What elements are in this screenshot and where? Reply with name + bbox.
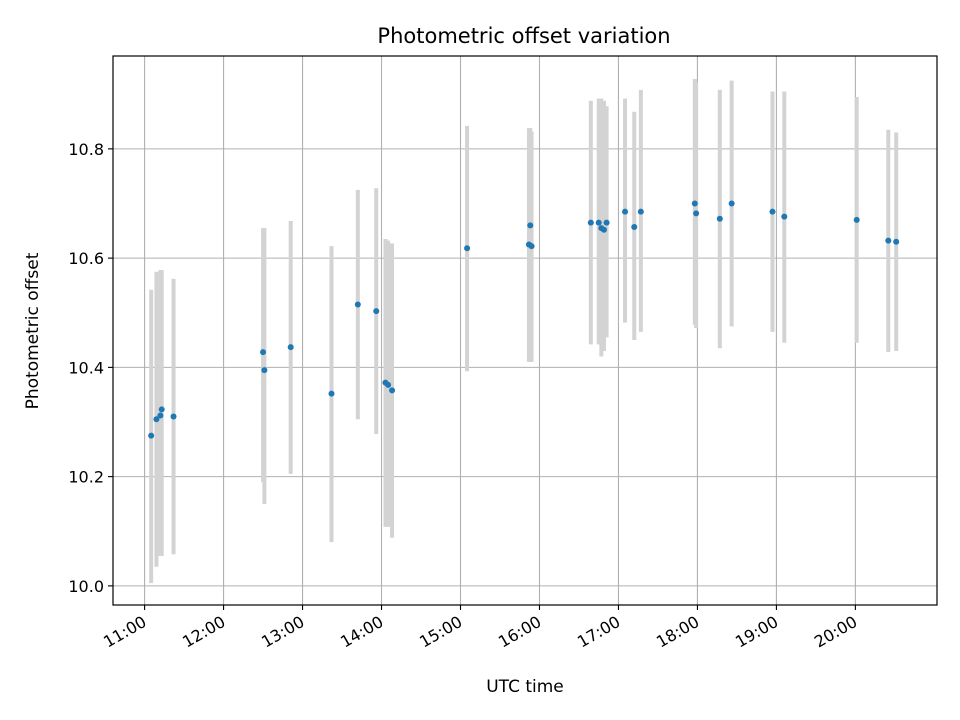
data-point bbox=[637, 208, 644, 215]
y-tick-label: 10.8 bbox=[68, 140, 104, 159]
data-point bbox=[260, 349, 267, 356]
data-point bbox=[153, 416, 160, 423]
data-point bbox=[157, 412, 164, 419]
data-point bbox=[261, 367, 268, 374]
data-point bbox=[354, 301, 361, 308]
data-point bbox=[885, 237, 892, 244]
y-axis-ticks: 10.0 10.2 10.4 10.6 10.8 bbox=[68, 140, 113, 596]
data-point bbox=[373, 308, 380, 315]
x-tick-label: 13:00 bbox=[258, 612, 307, 652]
data-point bbox=[631, 223, 638, 230]
x-tick-label: 19:00 bbox=[732, 612, 781, 652]
data-point bbox=[527, 222, 534, 229]
data-point bbox=[691, 200, 698, 207]
plot-frame bbox=[112, 55, 938, 606]
y-axis-label: Photometric offset bbox=[23, 252, 43, 409]
error-bars bbox=[149, 78, 899, 584]
data-point bbox=[769, 208, 776, 215]
x-tick-label: 18:00 bbox=[653, 612, 702, 652]
data-point bbox=[389, 387, 396, 394]
data-point bbox=[148, 432, 155, 439]
y-tick-label: 10.0 bbox=[68, 577, 104, 596]
data-point bbox=[464, 245, 471, 252]
data-point bbox=[158, 406, 165, 413]
data-point bbox=[693, 210, 700, 217]
chart-title: Photometric offset variation bbox=[377, 24, 670, 48]
data-point bbox=[170, 413, 177, 420]
x-axis-label: UTC time bbox=[486, 677, 564, 697]
x-tick-label: 14:00 bbox=[337, 612, 386, 652]
data-point bbox=[622, 208, 629, 215]
x-tick-label: 12:00 bbox=[179, 612, 228, 652]
data-point bbox=[728, 200, 735, 207]
data-point bbox=[603, 219, 610, 226]
x-tick-label: 17:00 bbox=[574, 612, 623, 652]
data-point bbox=[287, 344, 294, 351]
x-tick-label: 16:00 bbox=[495, 612, 544, 652]
x-axis-ticks: 11:00 12:00 13:00 14:00 15:00 16:00 17:00 18:00… bbox=[100, 605, 860, 652]
data-point bbox=[328, 390, 335, 397]
data-point bbox=[595, 219, 602, 226]
data-point bbox=[600, 226, 607, 233]
grid-lines bbox=[113, 56, 937, 605]
data-point bbox=[853, 216, 860, 223]
x-tick-label: 15:00 bbox=[416, 612, 465, 652]
data-points bbox=[148, 200, 900, 439]
y-tick-label: 10.2 bbox=[68, 468, 104, 487]
data-point bbox=[781, 213, 788, 220]
data-point bbox=[587, 219, 594, 226]
data-point bbox=[528, 243, 535, 250]
x-tick-label: 11:00 bbox=[100, 612, 149, 652]
x-tick-label: 20:00 bbox=[811, 612, 860, 652]
data-point bbox=[893, 238, 900, 245]
data-point bbox=[385, 381, 392, 388]
data-point bbox=[716, 215, 723, 222]
y-tick-label: 10.6 bbox=[68, 249, 104, 268]
y-tick-label: 10.4 bbox=[68, 358, 104, 377]
